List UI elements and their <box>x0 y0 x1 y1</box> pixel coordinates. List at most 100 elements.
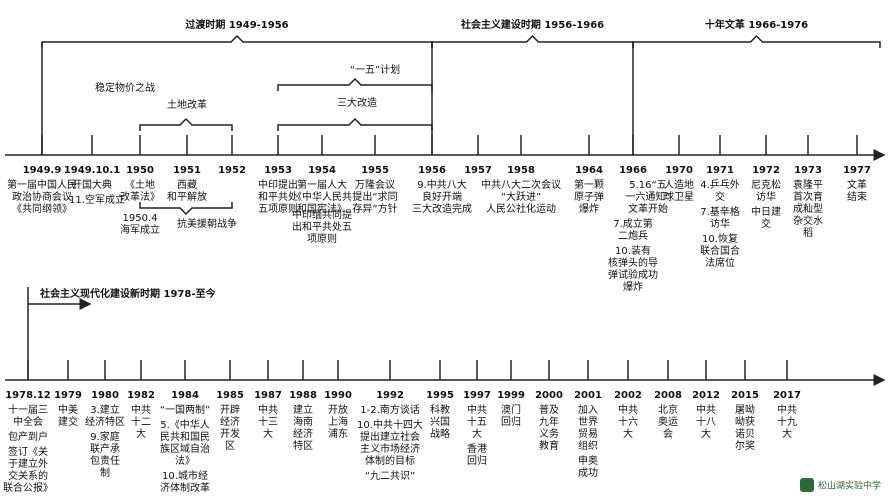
bottom-period-label: 社会主义现代化建设新时期 1978-至今 <box>39 287 216 300</box>
event-text: 《共同纲领》 <box>12 202 72 215</box>
event-text: 呦获 <box>735 415 755 428</box>
logo-text: 松山湖实验中学 <box>818 480 881 492</box>
event-text: 中共 <box>258 403 278 416</box>
event-text: 十六 <box>618 415 638 428</box>
event-text: 良好开端 <box>422 190 462 203</box>
event-text: 中共 <box>777 403 797 416</box>
event-text: 11.空军成立 <box>69 193 125 206</box>
year-label: 1992 <box>376 390 404 401</box>
year-label: 2012 <box>692 390 720 401</box>
year-label: 1982 <box>127 390 155 401</box>
span-label: 土地改革 <box>167 98 207 111</box>
event-text: 7.基辛格 <box>700 205 740 218</box>
year-label: 1958 <box>507 165 535 176</box>
event-text: 尼克松 <box>751 178 781 191</box>
year-label: 2000 <box>535 390 563 401</box>
event-text: 提出“求同 <box>352 190 397 203</box>
event-text: 包产到户 <box>8 430 48 443</box>
span-label: 抗美援朝战争 <box>177 217 237 230</box>
event-text: 1-2.南方谈话 <box>360 403 420 416</box>
event-text: 人民公社化运动 <box>486 202 556 215</box>
event-text: 大 <box>136 427 146 440</box>
event-text: 世界 <box>578 416 598 428</box>
event-text: 项原则 <box>307 232 337 245</box>
event-text: 10.装有 <box>615 244 651 257</box>
event-text: 特区 <box>293 440 313 452</box>
event-text: 联合国合 <box>700 244 740 257</box>
span-label: 稳定物价之战 <box>95 81 155 94</box>
event-text: 出和平共处五 <box>292 220 352 233</box>
event-text: “九二共识” <box>365 470 415 482</box>
event-text: 北京 <box>658 403 678 416</box>
event-text: 海军成立 <box>120 223 160 236</box>
event-text: 民共和国民 <box>160 431 210 443</box>
year-label: 1966 <box>619 165 647 176</box>
year-label: 1973 <box>794 165 822 176</box>
event-text: 9.家庭 <box>90 430 120 443</box>
event-text: 十九 <box>777 415 797 428</box>
year-label: 1957 <box>464 165 492 176</box>
event-text: 十一届三 <box>8 403 48 416</box>
period-brace <box>431 34 634 48</box>
year-label: 1979 <box>54 390 82 401</box>
event-text: 成籼型 <box>793 202 823 215</box>
event-text: 申奥 <box>578 454 598 467</box>
event-text: 普及 <box>539 403 559 416</box>
event-text: 和平共处 <box>258 191 298 203</box>
event-text: 开发 <box>220 427 240 440</box>
event-text: 和平解放 <box>167 190 207 203</box>
event-text: 主义市场经济 <box>360 442 420 455</box>
event-text: 政治协商会议 <box>12 190 72 203</box>
year-label: 1950 <box>126 165 154 176</box>
event-text: 诺贝 <box>735 428 755 440</box>
year-label: 1990 <box>324 390 352 401</box>
event-text: 大 <box>782 427 792 440</box>
event-text: 10.城市经 <box>162 469 208 482</box>
year-label: 1964 <box>575 165 603 176</box>
event-text: 开国大典 <box>72 178 112 191</box>
year-label: 1988 <box>289 390 317 401</box>
event-text: 《中华人民共 <box>292 190 352 203</box>
event-text: 一六通知” <box>625 190 670 203</box>
period-brace <box>632 34 881 48</box>
year-label: 1970 <box>665 165 693 176</box>
event-text: 义务 <box>539 427 559 440</box>
event-text: 科教 <box>430 403 450 416</box>
event-text: 改革法》 <box>120 190 160 203</box>
event-text: 爆炸 <box>579 203 599 215</box>
event-text: 人造地 <box>664 178 694 191</box>
year-label: 2017 <box>773 390 801 401</box>
event-text: 组织 <box>578 439 598 452</box>
event-text: 5.《中华人 <box>160 418 210 431</box>
event-text: 弹试验成功 <box>608 268 658 281</box>
event-text: 大 <box>263 427 273 440</box>
event-text: 开辟 <box>220 403 240 416</box>
year-label: 1980 <box>91 390 119 401</box>
period-label: 过渡时期 1949-1956 <box>185 18 288 31</box>
event-text: 提出建立社会 <box>360 430 420 443</box>
span-brace <box>277 117 433 131</box>
event-text: 核弹头的导 <box>608 256 658 269</box>
event-text: 香港 <box>467 443 487 455</box>
event-text: 回归 <box>467 454 487 467</box>
event-text: 结束 <box>847 190 867 203</box>
event-text: “大跃进” <box>501 190 541 203</box>
event-text: 交 <box>715 190 725 203</box>
period-brace <box>41 34 433 48</box>
event-text: 十八 <box>696 415 716 428</box>
event-text: 原子弹 <box>574 190 604 203</box>
event-text: 浦东 <box>328 427 348 440</box>
year-label: 2008 <box>654 390 682 401</box>
event-text: 九年 <box>539 415 559 428</box>
year-label: 1999 <box>497 390 525 401</box>
event-text: 回归 <box>501 415 521 428</box>
event-text: “一国两制” <box>160 403 210 416</box>
event-text: 区 <box>225 440 235 452</box>
event-text: 制 <box>100 466 110 479</box>
year-label: 2002 <box>614 390 642 401</box>
year-label: 1984 <box>171 390 199 401</box>
year-label: 1995 <box>426 390 454 401</box>
event-text: 奥运 <box>658 415 678 428</box>
event-text: 加入 <box>578 404 598 416</box>
event-text: 7.成立第 <box>613 217 653 230</box>
